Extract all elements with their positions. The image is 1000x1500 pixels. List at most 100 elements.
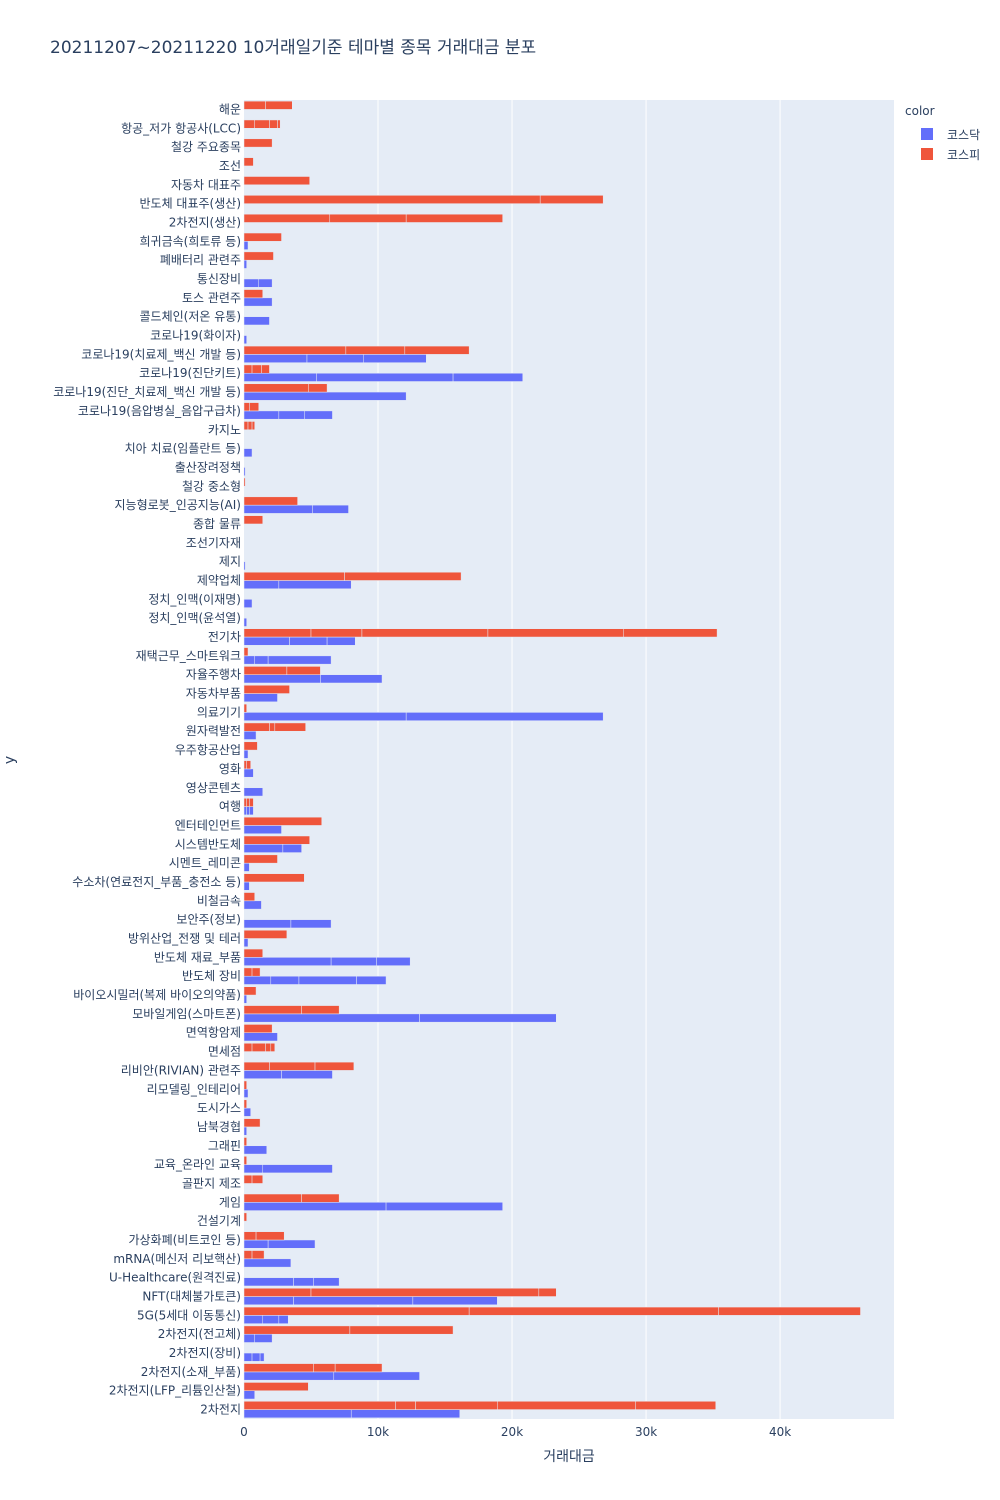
bar-kospi[interactable] [497,1401,636,1410]
bar-kosdaq[interactable] [243,1277,294,1287]
bar-kospi[interactable] [265,100,293,110]
bar-kosdaq[interactable] [278,580,352,590]
bar-kosdaq[interactable] [405,712,604,721]
bar-kospi[interactable] [301,1005,340,1015]
bar-kosdaq[interactable] [243,919,292,929]
bar-kospi[interactable] [251,1250,265,1260]
bar-kosdaq[interactable] [243,862,250,872]
bar-kospi[interactable] [246,798,250,807]
bar-kosdaq[interactable] [282,844,302,853]
bar-kospi[interactable] [345,345,406,355]
bar-kosdaq[interactable] [330,957,377,966]
bar-kosdaq[interactable] [251,1352,261,1362]
bar-kosdaq[interactable] [243,617,247,627]
bar-kospi[interactable] [623,628,718,638]
bar-kospi[interactable] [243,402,250,412]
bar-kosdaq[interactable] [243,938,249,948]
bar-kosdaq[interactable] [243,881,250,891]
bar-kospi[interactable] [243,1043,253,1052]
bar-kosdaq[interactable] [243,1371,335,1381]
bar-kospi[interactable] [243,628,312,638]
bar-kosdaq[interactable] [243,1107,251,1117]
bar-kospi[interactable] [243,421,249,430]
bar-kospi[interactable] [243,496,298,506]
bar-kosdaq[interactable] [243,768,254,778]
bar-kospi[interactable] [243,345,347,355]
bar-kospi[interactable] [251,967,261,977]
bar-kospi[interactable] [243,232,282,242]
bar-kosdaq[interactable] [267,655,332,665]
bar-kosdaq[interactable] [243,975,272,985]
bar-kospi[interactable] [247,421,253,430]
bar-kosdaq[interactable] [385,1202,503,1211]
bar-kosdaq[interactable] [356,975,387,985]
bar-kosdaq[interactable] [243,825,282,834]
bar-kosdaq[interactable] [316,372,454,382]
bar-kospi[interactable] [243,1287,312,1297]
bar-kosdaq[interactable] [243,655,255,665]
bar-kospi[interactable] [243,195,541,204]
bar-kospi[interactable] [243,741,258,751]
bar-kospi[interactable] [243,571,345,581]
bar-kosdaq[interactable] [243,1333,255,1343]
bar-kosdaq[interactable] [376,957,411,966]
bar-kosdaq[interactable] [262,1164,333,1174]
bar-kosdaq[interactable] [320,674,383,684]
bar-kospi[interactable] [254,119,270,129]
bar-kosdaq[interactable] [243,1296,294,1306]
bar-kosdaq[interactable] [243,278,259,288]
bar-kosdaq[interactable] [243,467,246,476]
bar-kosdaq[interactable] [290,919,332,929]
bar-kospi[interactable] [349,1325,454,1335]
bar-kosdaq[interactable] [243,1013,420,1023]
bar-kospi[interactable] [243,1401,396,1410]
bar-kosdaq[interactable] [243,599,253,608]
bar-kospi[interactable] [269,1061,316,1071]
bar-kospi[interactable] [243,760,247,770]
bar-kosdaq[interactable] [243,674,321,684]
bar-kospi[interactable] [243,722,270,732]
bar-kospi[interactable] [314,1061,355,1071]
bar-kosdaq[interactable] [243,316,270,326]
bar-kospi[interactable] [308,383,328,393]
bar-kospi[interactable] [468,1306,719,1316]
bar-kospi[interactable] [329,213,407,223]
bar-kospi[interactable] [243,213,331,223]
bar-kosdaq[interactable] [306,354,364,363]
bar-kosdaq[interactable] [243,504,313,514]
bar-kosdaq[interactable] [267,1239,316,1249]
bar-kosdaq[interactable] [243,580,280,590]
bar-kospi[interactable] [243,1024,273,1033]
bar-kospi[interactable] [301,1193,340,1203]
bar-kosdaq[interactable] [254,655,269,665]
bar-kospi[interactable] [243,666,288,675]
bar-kosdaq[interactable] [293,1277,314,1287]
bar-kospi[interactable] [243,1080,247,1090]
bar-kospi[interactable] [310,628,363,638]
bar-kosdaq[interactable] [350,1409,461,1419]
bar-kospi[interactable] [243,157,254,167]
bar-kospi[interactable] [243,1306,470,1316]
bar-kospi[interactable] [635,1401,717,1410]
bar-kospi[interactable] [251,421,255,430]
bar-kosdaq[interactable] [243,448,253,458]
bar-kospi[interactable] [243,835,310,845]
bar-kospi[interactable] [243,1137,247,1147]
bar-kosdaq[interactable] [326,636,356,646]
bar-kospi[interactable] [277,119,281,129]
bar-kosdaq[interactable] [246,806,250,816]
bar-kospi[interactable] [243,854,278,864]
bar-kosdaq[interactable] [243,391,407,401]
bar-kospi[interactable] [243,176,310,186]
bar-kospi[interactable] [251,1174,264,1184]
bar-kospi[interactable] [243,873,305,883]
bar-kospi[interactable] [538,1287,557,1297]
bar-kospi[interactable] [415,1401,498,1410]
bar-kosdaq[interactable] [243,749,249,759]
bar-kosdaq[interactable] [304,410,333,420]
bar-kospi[interactable] [310,1287,540,1297]
bar-kospi[interactable] [270,1043,276,1052]
bar-kosdaq[interactable] [243,1070,282,1079]
bar-kospi[interactable] [243,929,288,939]
bar-kosdaq[interactable] [412,1296,498,1306]
